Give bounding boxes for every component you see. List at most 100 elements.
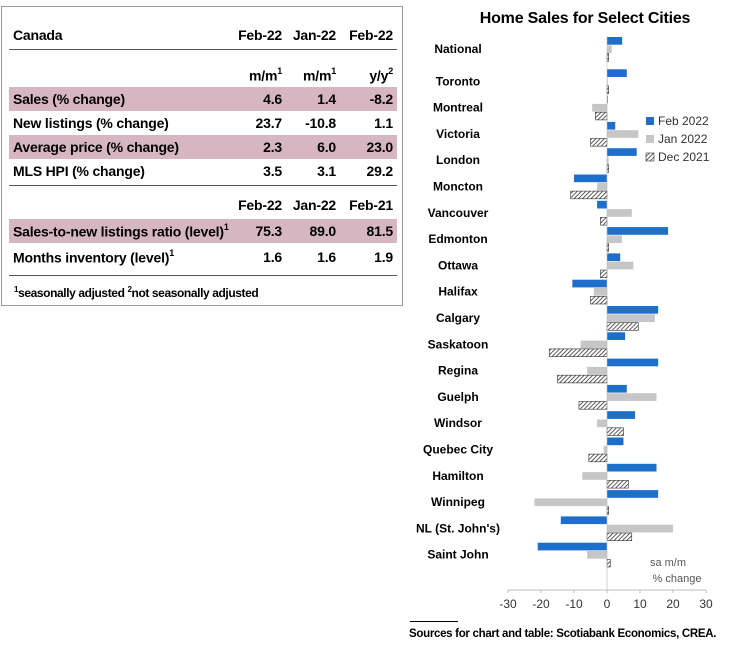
bar-jan-2022: [592, 103, 607, 112]
table-divider: [9, 185, 397, 186]
table-divider: [9, 49, 397, 50]
x-tick-label: -10: [565, 597, 583, 611]
bar-dec-2021: [606, 480, 629, 489]
bar-jan-2022: [597, 419, 607, 428]
category-label: Victoria: [436, 127, 480, 141]
x-tick-label: 0: [604, 597, 611, 611]
bar-feb-2022: [572, 279, 607, 288]
bar-dec-2021: [606, 558, 611, 568]
category-label: NL (St. John's): [416, 521, 500, 535]
category-label: Windsor: [434, 416, 482, 430]
bar-jan-2022: [607, 209, 632, 217]
bar-dec-2021: [606, 322, 639, 331]
x-tick-label: 30: [699, 597, 713, 611]
bar-dec-2021: [606, 532, 633, 541]
legend-swatch: [645, 152, 655, 162]
bar-feb-2022: [607, 411, 636, 419]
bar-feb-2022: [607, 148, 637, 156]
bar-feb-2022: [597, 200, 607, 209]
source-rule: [410, 621, 458, 622]
bar-dec-2021: [570, 190, 608, 200]
bar-feb-2022: [607, 384, 627, 393]
legend-swatch: [646, 117, 654, 125]
bar-jan-2022: [582, 472, 607, 480]
legend-label: Dec 2021: [658, 150, 710, 164]
category-label: Moncton: [433, 180, 483, 194]
category-label: Winnipeg: [431, 495, 485, 509]
bar-feb-2022: [607, 332, 626, 340]
legend-label: Jan 2022: [658, 132, 708, 146]
bar-feb-2022: [607, 306, 659, 314]
bar-jan-2022: [607, 235, 622, 244]
table-unit-col1: m/m1: [249, 66, 282, 84]
bar-jan-2022: [593, 288, 607, 296]
bar-dec-2021: [600, 217, 608, 226]
unit-note-line2: % change: [653, 573, 702, 585]
table-header-col2: Jan-22: [292, 27, 336, 43]
unit-note-line1: sa m/m: [650, 557, 686, 569]
table-row: Months inventory (level)1 1.6 1.6 1.9: [13, 248, 393, 266]
bar-feb-2022: [607, 253, 621, 262]
bar-jan-2022: [597, 182, 607, 191]
table-footnote: 1seasonally adjusted 2not seasonally adj…: [14, 285, 259, 300]
table-row: Sales-to-new listings ratio (level)1 75.…: [9, 219, 397, 243]
bar-dec-2021: [557, 374, 608, 384]
bar-jan-2022: [607, 524, 673, 533]
bar-feb-2022: [607, 95, 608, 104]
bar-feb-2022: [607, 437, 624, 446]
x-tick-label: 10: [633, 597, 647, 611]
bar-feb-2022: [560, 516, 607, 525]
category-label: Montreal: [433, 101, 483, 115]
bar-dec-2021: [578, 401, 608, 410]
table-region-label: Canada: [13, 27, 63, 43]
bar-dec-2021: [606, 427, 624, 436]
bar-jan-2022: [607, 261, 634, 270]
bar-jan-2022: [580, 340, 607, 349]
bar-jan-2022: [587, 366, 607, 375]
table-row: Average price (% change) 2.3 6.0 23.0: [9, 135, 397, 159]
table-unit-col2: m/m1: [303, 66, 336, 84]
x-tick-label: -20: [532, 597, 550, 611]
table-header-row: Canada Feb-22 Jan-22 Feb-22: [9, 23, 397, 47]
summary-table: Canada Feb-22 Jan-22 Feb-22 m/m1 m/m1 y/…: [1, 6, 403, 306]
bar-dec-2021: [595, 111, 608, 121]
category-label: Saskatoon: [428, 337, 489, 351]
table-unit-col3: y/y2: [369, 66, 393, 84]
category-label: Hamilton: [432, 469, 483, 483]
table-row: Sales (% change) 4.6 1.4 -8.2: [9, 87, 397, 111]
bar-dec-2021: [548, 348, 608, 357]
category-label: Ottawa: [438, 258, 478, 272]
table-divider: [9, 275, 397, 276]
bar-jan-2022: [607, 45, 612, 53]
bar-jan-2022: [607, 77, 608, 86]
bar-feb-2022: [607, 490, 659, 498]
table-row: MLS HPI (% change) 3.5 3.1 29.2: [13, 163, 393, 179]
table-row: New listings (% change) 23.7 -10.8 1.1: [13, 115, 393, 131]
bar-jan-2022: [607, 314, 655, 322]
bar-dec-2021: [600, 269, 608, 278]
chart-title: Home Sales for Select Cities: [479, 10, 691, 27]
bar-feb-2022: [607, 37, 623, 45]
bar-feb-2022: [574, 174, 607, 183]
bar-jan-2022: [534, 498, 607, 507]
table-units-row: m/m1 m/m1 y/y2: [9, 63, 397, 87]
x-tick-label: 20: [666, 597, 680, 611]
x-tick-label: -30: [499, 597, 517, 611]
category-label: Guelph: [437, 390, 478, 404]
bar-feb-2022: [607, 227, 669, 235]
table-header-col3: Feb-22: [349, 27, 393, 43]
category-label: Vancouver: [428, 206, 489, 220]
bar-dec-2021: [590, 138, 608, 147]
table-level-header-row: Feb-22 Jan-22 Feb-21: [238, 197, 393, 213]
bar-jan-2022: [607, 156, 609, 165]
bar-dec-2021: [590, 295, 608, 305]
bar-jan-2022: [607, 393, 657, 401]
bar-feb-2022: [607, 121, 616, 130]
bar-jan-2022: [603, 445, 607, 454]
bar-feb-2022: [607, 358, 659, 367]
category-label: Quebec City: [423, 443, 493, 457]
source-note: Sources for chart and table: Scotiabank …: [409, 628, 717, 640]
category-label: Regina: [438, 364, 478, 378]
category-label: London: [436, 153, 480, 167]
